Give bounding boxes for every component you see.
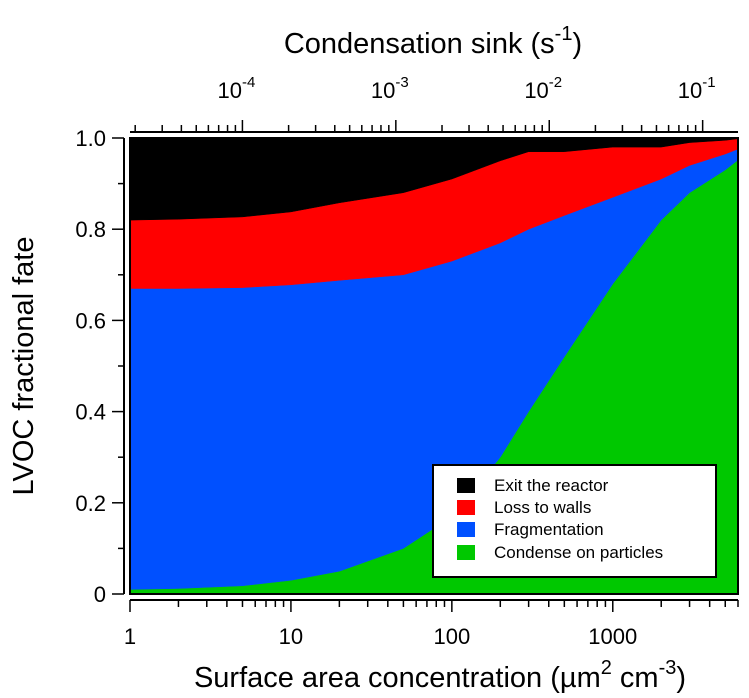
legend-label-exit: Exit the reactor — [494, 476, 609, 495]
legend-swatch-exit — [457, 478, 475, 493]
y-tick-label: 0.6 — [75, 308, 106, 333]
x-tick-label: 1 — [124, 624, 136, 649]
top-axis-title: Condensation sink (s-1) — [284, 23, 582, 60]
x-tick-label: 10 — [279, 624, 303, 649]
y-tick-label: 0 — [94, 582, 106, 607]
legend-swatch-condense — [457, 545, 475, 560]
top-tick-label: 10-2 — [524, 74, 562, 103]
legend-swatch-fragmentation — [457, 522, 475, 537]
legend-box — [432, 464, 717, 578]
legend: Exit the reactor Loss to walls Fragmenta… — [432, 464, 717, 578]
x-axis-title: Surface area concentration (µm2 cm-3) — [194, 657, 686, 694]
legend-swatch-walls — [457, 500, 475, 515]
axes: 1 10 100 1000 10-4 10-3 10-2 10-1 0 0.2 0.4 0.6 0.8 1… — [75, 74, 739, 649]
y-tick-label: 0.2 — [75, 491, 106, 516]
plot-frame — [129, 137, 739, 595]
y-axis-title: LVOC fractional fate — [8, 237, 40, 496]
legend-label-condense: Condense on particles — [494, 543, 663, 562]
y-tick-label: 1.0 — [75, 126, 106, 151]
legend-label-walls: Loss to walls — [494, 498, 591, 517]
top-tick-label: 10-1 — [678, 74, 716, 103]
top-tick-label: 10-3 — [371, 74, 409, 103]
x-tick-label: 100 — [433, 624, 470, 649]
y-tick-label: 0.8 — [75, 217, 106, 242]
x-tick-label: 1000 — [588, 624, 637, 649]
top-tick-label: 10-4 — [218, 74, 256, 103]
legend-label-fragmentation: Fragmentation — [494, 520, 604, 539]
y-tick-label: 0.4 — [75, 400, 106, 425]
